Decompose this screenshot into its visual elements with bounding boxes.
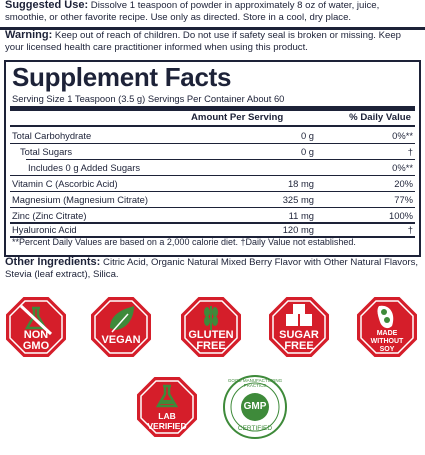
badge-line1: SUGAR <box>279 329 319 341</box>
badge-line1: LAB <box>158 411 176 421</box>
wheat-icon <box>179 295 243 359</box>
nutrient-name: Total Carbohydrate <box>12 130 92 141</box>
dv-header: % Daily Value <box>349 112 411 123</box>
nutrient-amount: 325 mg <box>282 194 314 205</box>
leaf-icon <box>89 295 153 359</box>
nutrient-amount: 0 g <box>300 130 314 141</box>
nutrient-name: Magnesium (Magnesium Citrate) <box>12 194 148 205</box>
nutrient-name: Vitamin C (Ascorbic Acid) <box>12 178 118 189</box>
row-divider <box>10 175 415 176</box>
supplement-facts-panel: Supplement Facts Serving Size 1 Teaspoon… <box>4 60 421 257</box>
badge-line1: GLUTEN <box>188 329 234 341</box>
badge-line2: VERIFIED <box>147 421 187 431</box>
header-bar <box>10 125 415 127</box>
nutrient-row: Includes 0 g Added Sugars 0%** <box>12 160 413 174</box>
gmp-certified-text: CERTIFIED <box>237 425 273 432</box>
nutrient-row: Zinc (Zinc Citrate) 11 mg 100% <box>12 208 413 222</box>
nutrient-dv: 0%** <box>392 162 413 173</box>
nutrient-row: Total Carbohydrate 0 g 0%** <box>12 128 413 142</box>
other-ingredients-text: Citric Acid, Organic Natural Mixed Berry… <box>5 257 419 280</box>
soybean-icon <box>355 295 419 359</box>
nutrient-dv: † <box>407 146 413 157</box>
gmp-arc-text: GOOD MANUFACTURING PRACTICE <box>227 378 283 388</box>
nutrient-amount: 18 mg <box>287 178 314 189</box>
flask-icon <box>4 295 68 359</box>
suggested-use-text: Dissolve 1 teaspoon of powder in approxi… <box>5 0 380 23</box>
badge-line3: SOY <box>379 346 395 353</box>
badge-line2: FREE <box>196 340 226 352</box>
lab-verified-badge: LAB VERIFIED <box>134 374 200 440</box>
nutrient-amount: 0 g <box>300 146 314 157</box>
nutrient-dv: † <box>407 224 413 235</box>
other-ingredients-label: Other Ingredients: <box>5 256 101 268</box>
warning: Warning: Keep out of reach of children. … <box>5 29 419 53</box>
warning-label: Warning: <box>5 29 53 41</box>
nutrient-name: Hyaluronic Acid <box>12 224 77 235</box>
row-divider <box>10 143 415 144</box>
row-divider <box>10 191 415 192</box>
serving-size: Serving Size 1 Teaspoon (3.5 g) Servings… <box>12 93 285 104</box>
row-divider <box>26 159 415 160</box>
nutrient-row: Vitamin C (Ascorbic Acid) 18 mg 20% <box>12 176 413 190</box>
badge-line1: VEGAN <box>101 334 141 346</box>
sugar-free-badge: SUGAR FREE <box>266 294 332 360</box>
badge-line1: NON <box>23 329 49 341</box>
nutrient-name: Includes 0 g Added Sugars <box>28 162 141 173</box>
section-bar <box>10 222 415 224</box>
gluten-free-badge: GLUTEN FREE <box>178 294 244 360</box>
gmp-center-text: GMP <box>243 401 267 412</box>
row-divider <box>10 207 415 208</box>
facts-title: Supplement Facts <box>12 62 232 92</box>
nutrient-row: Total Sugars 0 g † <box>12 144 413 158</box>
nutrient-row: Hyaluronic Acid 120 mg † <box>12 222 413 236</box>
footer-bar <box>10 236 415 238</box>
nutrient-dv: 0%** <box>392 130 413 141</box>
nutrient-dv: 100% <box>389 210 413 221</box>
other-ingredients: Other Ingredients: Citric Acid, Organic … <box>5 256 419 281</box>
suggested-use: Suggested Use: Dissolve 1 teaspoon of po… <box>5 0 419 23</box>
vegan-badge: VEGAN <box>88 294 154 360</box>
thick-bar <box>10 106 415 111</box>
suggested-use-label: Suggested Use: <box>5 0 89 11</box>
warning-text: Keep out of reach of children. Do not us… <box>5 30 402 53</box>
made-without-soy-badge: MADE WITHOUT SOY <box>354 294 420 360</box>
non-gmo-badge: NON GMO <box>3 294 69 360</box>
badge-line2: GMO <box>22 340 50 352</box>
amount-header: Amount Per Serving <box>191 112 284 123</box>
badge-line1: MADE <box>376 330 398 337</box>
badge-line2: FREE <box>284 340 314 352</box>
divider <box>0 27 425 30</box>
nutrient-name: Total Sugars <box>20 146 73 157</box>
nutrient-amount: 11 mg <box>288 210 314 221</box>
nutrient-row: Magnesium (Magnesium Citrate) 325 mg 77% <box>12 192 413 206</box>
gmp-certified-badge: GOOD MANUFACTURING PRACTICE GMP CERTIFIE… <box>222 374 288 440</box>
badge-line2: WITHOUT <box>370 338 404 345</box>
nutrient-name: Zinc (Zinc Citrate) <box>12 210 87 221</box>
facts-footnote: **Percent Daily Values are based on a 2,… <box>12 237 356 247</box>
nutrient-amount: 120 mg <box>282 224 314 235</box>
sugar-cubes-icon <box>267 295 331 359</box>
beaker-icon <box>135 375 199 439</box>
nutrient-dv: 77% <box>394 194 413 205</box>
gmp-seal-icon <box>223 375 287 439</box>
nutrient-dv: 20% <box>394 178 413 189</box>
